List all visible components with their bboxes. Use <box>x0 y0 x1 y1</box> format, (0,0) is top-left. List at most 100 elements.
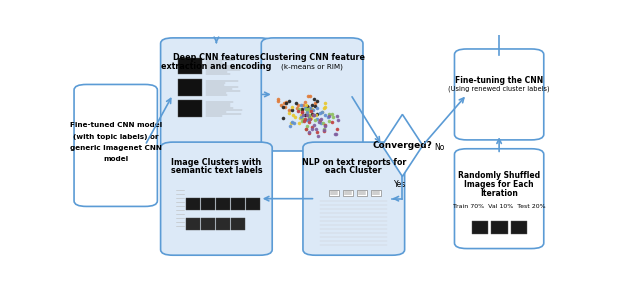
Polygon shape <box>382 114 423 177</box>
Point <box>296 113 307 117</box>
Point <box>333 118 343 123</box>
FancyBboxPatch shape <box>161 142 272 255</box>
Point <box>305 113 315 118</box>
Point <box>303 105 313 109</box>
Point <box>285 124 296 128</box>
FancyBboxPatch shape <box>491 221 508 234</box>
Point <box>318 120 328 125</box>
Text: Deep CNN features: Deep CNN features <box>173 53 260 62</box>
Point <box>294 120 304 125</box>
FancyBboxPatch shape <box>454 149 544 249</box>
Text: Clustering CNN feature: Clustering CNN feature <box>260 53 365 62</box>
Point <box>298 112 308 117</box>
Point <box>298 102 308 107</box>
Point <box>289 115 300 119</box>
Text: generic Imagenet CNN: generic Imagenet CNN <box>70 145 162 151</box>
FancyBboxPatch shape <box>246 198 260 210</box>
Point <box>302 113 312 117</box>
Point <box>323 114 333 119</box>
Point <box>304 116 314 121</box>
Point <box>305 94 315 99</box>
FancyBboxPatch shape <box>231 217 245 230</box>
Point <box>310 103 320 108</box>
Point <box>298 116 308 121</box>
Text: semantic text labels: semantic text labels <box>171 166 262 175</box>
Point <box>292 109 303 114</box>
Point <box>285 120 296 125</box>
Point <box>310 118 321 122</box>
Point <box>288 112 298 117</box>
Text: NLP on text reports for: NLP on text reports for <box>301 158 406 166</box>
Point <box>297 119 307 124</box>
Point <box>279 101 289 105</box>
Point <box>312 112 322 117</box>
Point <box>280 105 291 109</box>
Point <box>305 117 315 122</box>
Text: each Cluster: each Cluster <box>326 166 382 175</box>
Point <box>331 132 341 136</box>
FancyBboxPatch shape <box>454 49 544 140</box>
Point <box>308 107 318 112</box>
FancyBboxPatch shape <box>161 38 272 151</box>
Point <box>300 112 310 117</box>
Point <box>304 120 314 124</box>
Text: Converged?: Converged? <box>372 141 433 150</box>
Point <box>317 110 327 115</box>
Point <box>300 117 310 122</box>
Point <box>307 112 317 116</box>
Point <box>302 111 312 116</box>
Point <box>319 105 330 109</box>
Point <box>299 119 309 124</box>
Point <box>319 106 329 110</box>
Point <box>284 111 294 115</box>
Point <box>286 120 296 124</box>
Point <box>301 103 311 107</box>
Point <box>291 101 301 105</box>
FancyBboxPatch shape <box>186 217 200 230</box>
Point <box>305 109 316 114</box>
FancyBboxPatch shape <box>511 221 527 234</box>
FancyBboxPatch shape <box>303 142 404 255</box>
Point <box>328 115 338 120</box>
Point <box>320 112 330 117</box>
Point <box>298 109 308 114</box>
Text: No: No <box>435 143 445 152</box>
Point <box>305 106 316 110</box>
Point <box>309 113 319 118</box>
FancyBboxPatch shape <box>178 58 202 75</box>
Point <box>308 113 318 117</box>
Point <box>312 98 322 103</box>
Point <box>315 118 325 123</box>
FancyBboxPatch shape <box>356 190 367 196</box>
Point <box>296 114 306 119</box>
Point <box>308 122 319 127</box>
Text: Fine-tuned CNN model: Fine-tuned CNN model <box>70 122 162 128</box>
Point <box>316 120 326 125</box>
FancyBboxPatch shape <box>261 38 363 151</box>
Point <box>319 101 330 106</box>
Point <box>332 126 342 131</box>
Point <box>294 107 304 111</box>
Point <box>314 119 324 124</box>
Point <box>284 108 294 112</box>
Point <box>307 107 317 112</box>
Point <box>327 112 337 116</box>
Point <box>310 101 321 106</box>
Text: (k-means or RIM): (k-means or RIM) <box>281 63 343 70</box>
FancyBboxPatch shape <box>186 198 200 210</box>
Point <box>304 114 314 118</box>
FancyBboxPatch shape <box>216 198 230 210</box>
Point <box>302 107 312 112</box>
Point <box>306 107 316 111</box>
Text: Image Clusters with: Image Clusters with <box>172 158 262 166</box>
Point <box>278 105 288 110</box>
Point <box>316 117 326 122</box>
Point <box>300 100 310 105</box>
Point <box>308 96 319 101</box>
Point <box>308 112 319 117</box>
Point <box>303 130 314 135</box>
FancyBboxPatch shape <box>216 217 230 230</box>
FancyBboxPatch shape <box>329 190 339 196</box>
Point <box>303 107 314 112</box>
Text: Images for Each: Images for Each <box>464 180 534 189</box>
